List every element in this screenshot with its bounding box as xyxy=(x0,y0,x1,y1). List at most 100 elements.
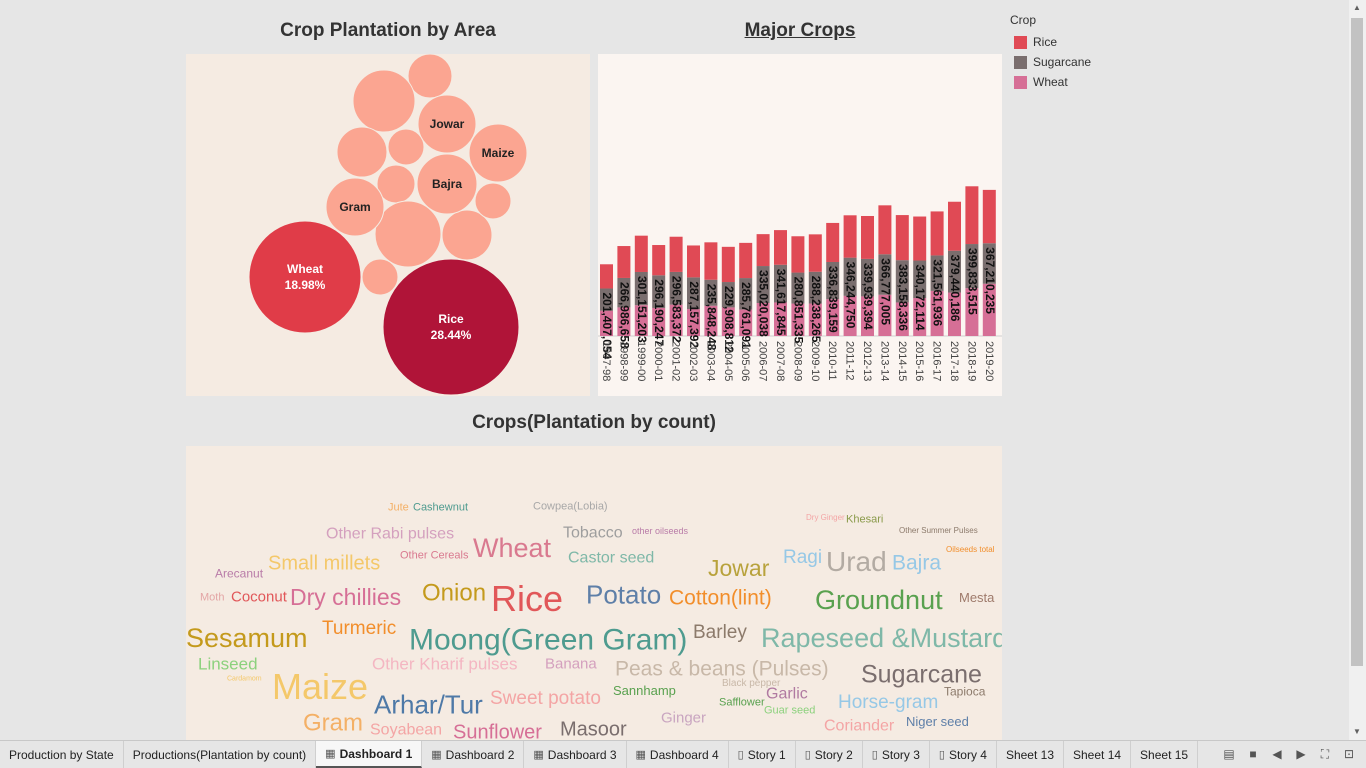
tab-dashboard-3[interactable]: ▦ Dashboard 3 xyxy=(524,741,627,768)
bar-wheat-2002-03[interactable] xyxy=(687,309,700,336)
bar-wheat-2013-14[interactable] xyxy=(878,294,892,336)
tab-story-2[interactable]: ▯ Story 2 xyxy=(796,741,863,768)
bar-sugarcane-2018-19[interactable] xyxy=(965,244,979,289)
wordcloud-word[interactable]: Urad xyxy=(826,546,887,577)
wordcloud-word[interactable]: Peas & beans (Pulses) xyxy=(615,657,829,680)
bar-sugarcane-2000-01[interactable] xyxy=(652,275,666,308)
bar-wheat-2014-15[interactable] xyxy=(895,302,909,336)
wordcloud-word[interactable]: Safflower xyxy=(719,697,765,709)
bar-sugarcane-2001-02[interactable] xyxy=(669,271,683,305)
wordcloud-word[interactable]: Wheat xyxy=(473,533,552,563)
bar-rice-2007-08[interactable] xyxy=(774,230,787,265)
bubble-other-crop[interactable] xyxy=(407,54,453,99)
wordcloud-word[interactable]: Cardamom xyxy=(227,675,262,682)
bar-sugarcane-2003-04[interactable] xyxy=(704,279,718,306)
bar-rice-2008-09[interactable] xyxy=(791,236,805,273)
wordcloud-word[interactable]: Small millets xyxy=(268,553,380,575)
bar-sugarcane-1998-99[interactable] xyxy=(617,277,631,308)
bubble-other-crop[interactable] xyxy=(387,128,425,166)
bubble-other-crop[interactable] xyxy=(352,69,416,133)
tab-story-4[interactable]: ▯ Story 4 xyxy=(930,741,997,768)
tab-dashboard-4[interactable]: ▦ Dashboard 4 xyxy=(627,741,729,768)
wordcloud-word[interactable]: Maize xyxy=(272,666,368,707)
wordcloud-word[interactable]: Tobacco xyxy=(563,524,623,541)
bar-chart-title[interactable]: Major Crops xyxy=(744,20,856,41)
bar-rice-2000-01[interactable] xyxy=(652,245,666,276)
bar-rice-2009-10[interactable] xyxy=(808,234,822,272)
bar-wheat-2004-05[interactable] xyxy=(721,307,735,336)
wordcloud-word[interactable]: Other Summer Pulses xyxy=(899,526,978,535)
bar-rice-2015-16[interactable] xyxy=(913,216,927,261)
wordcloud-word[interactable]: Sesamum xyxy=(186,623,308,653)
bar-wheat-2010-11[interactable] xyxy=(826,299,840,336)
bar-rice-2006-07[interactable] xyxy=(756,234,770,267)
bar-wheat-2018-19[interactable] xyxy=(965,288,979,336)
bar-sugarcane-2012-13[interactable] xyxy=(861,258,874,297)
fullscreen-icon[interactable]: ⛶ xyxy=(1320,747,1330,761)
wordcloud-word[interactable]: Banana xyxy=(545,656,597,673)
bar-sugarcane-1997-98[interactable] xyxy=(600,288,613,311)
wordcloud-word[interactable]: Jute xyxy=(388,502,409,514)
wordcloud-word[interactable]: Arecanut xyxy=(215,566,264,580)
bar-rice-2012-13[interactable] xyxy=(861,215,874,259)
bubble-gram[interactable] xyxy=(325,177,385,237)
bar-wheat-2011-12[interactable] xyxy=(843,295,857,336)
wordcloud-word[interactable]: other oilseeds xyxy=(632,526,689,536)
tab-production-by-state[interactable]: Production by State xyxy=(0,741,124,768)
previous-sheet-icon[interactable]: ◀ xyxy=(1272,747,1282,761)
wordcloud-word[interactable]: Rapeseed &Mustard xyxy=(761,623,1002,653)
wordcloud-word[interactable]: Groundnut xyxy=(815,585,943,615)
scroll-up-arrow-icon[interactable]: ▲ xyxy=(1353,3,1361,12)
wordcloud-word[interactable]: Gram xyxy=(303,710,363,737)
bar-rice-2017-18[interactable] xyxy=(948,201,961,251)
wordcloud-word[interactable]: Castor seed xyxy=(568,549,654,566)
wordcloud-word[interactable]: Moth xyxy=(200,592,224,604)
tab-productions-plantation-by-count-[interactable]: Productions(Plantation by count) xyxy=(124,741,317,768)
wordcloud-word[interactable]: Dry chillies xyxy=(290,584,401,610)
wordcloud-word[interactable]: Tapioca xyxy=(944,684,986,698)
bar-wheat-2001-02[interactable] xyxy=(669,304,683,336)
wordcloud-word[interactable]: Horse-gram xyxy=(838,692,938,713)
wordcloud-word[interactable]: Guar seed xyxy=(764,705,815,717)
wordcloud-word[interactable]: Bajra xyxy=(892,551,941,574)
wordcloud-word[interactable]: Linseed xyxy=(198,654,258,673)
wordcloud-word[interactable]: Garlic xyxy=(766,685,808,702)
bubble-other-crop[interactable] xyxy=(361,258,399,296)
wordcloud-word[interactable]: Ragi xyxy=(783,547,822,568)
wordcloud-word[interactable]: Jowar xyxy=(708,555,770,581)
bar-sugarcane-2015-16[interactable] xyxy=(913,260,927,299)
wordcloud-word[interactable]: Coriander xyxy=(824,717,895,734)
filmstrip-icon[interactable]: ■ xyxy=(1249,747,1257,761)
bar-wheat-2012-13[interactable] xyxy=(861,296,874,336)
bar-rice-2004-05[interactable] xyxy=(721,246,735,283)
legend-item-rice[interactable]: Rice xyxy=(1010,32,1091,52)
bar-sugarcane-2017-18[interactable] xyxy=(948,250,961,293)
wordcloud-word[interactable]: Sugarcane xyxy=(861,661,982,689)
bar-wheat-1998-99[interactable] xyxy=(617,307,631,336)
bubble-maize[interactable] xyxy=(468,123,528,183)
tab-dashboard-2[interactable]: ▦ Dashboard 2 xyxy=(422,741,525,768)
wordcloud-word[interactable]: Coconut xyxy=(231,589,288,606)
bar-wheat-2007-08[interactable] xyxy=(774,302,787,336)
tab-story-3[interactable]: ▯ Story 3 xyxy=(863,741,930,768)
wordcloud-word[interactable]: Sannhamp xyxy=(613,683,676,698)
tab-story-1[interactable]: ▯ Story 1 xyxy=(729,741,796,768)
bar-wheat-2017-18[interactable] xyxy=(948,292,961,336)
bar-sugarcane-2013-14[interactable] xyxy=(878,254,892,295)
legend-item-sugarcane[interactable]: Sugarcane xyxy=(1010,52,1091,72)
legend-item-wheat[interactable]: Wheat xyxy=(1010,72,1091,92)
bar-rice-2001-02[interactable] xyxy=(669,236,683,272)
bar-rice-2002-03[interactable] xyxy=(687,245,700,278)
bar-rice-1997-98[interactable] xyxy=(600,264,613,289)
bar-sugarcane-2008-09[interactable] xyxy=(791,272,805,304)
wordcloud-word[interactable]: Khesari xyxy=(846,514,883,526)
bar-wheat-1997-98[interactable] xyxy=(600,310,613,336)
bubble-rice[interactable] xyxy=(382,258,520,396)
bar-rice-2010-11[interactable] xyxy=(826,222,840,262)
wordcloud-word[interactable]: Turmeric xyxy=(322,618,396,639)
next-sheet-icon[interactable]: ▶ xyxy=(1296,747,1306,761)
bar-rice-2005-06[interactable] xyxy=(739,242,753,279)
tab-dashboard-1[interactable]: ▦ Dashboard 1 xyxy=(316,741,423,768)
bar-sugarcane-2009-10[interactable] xyxy=(808,271,822,304)
wordcloud-word[interactable]: Other Cereals xyxy=(400,550,469,562)
